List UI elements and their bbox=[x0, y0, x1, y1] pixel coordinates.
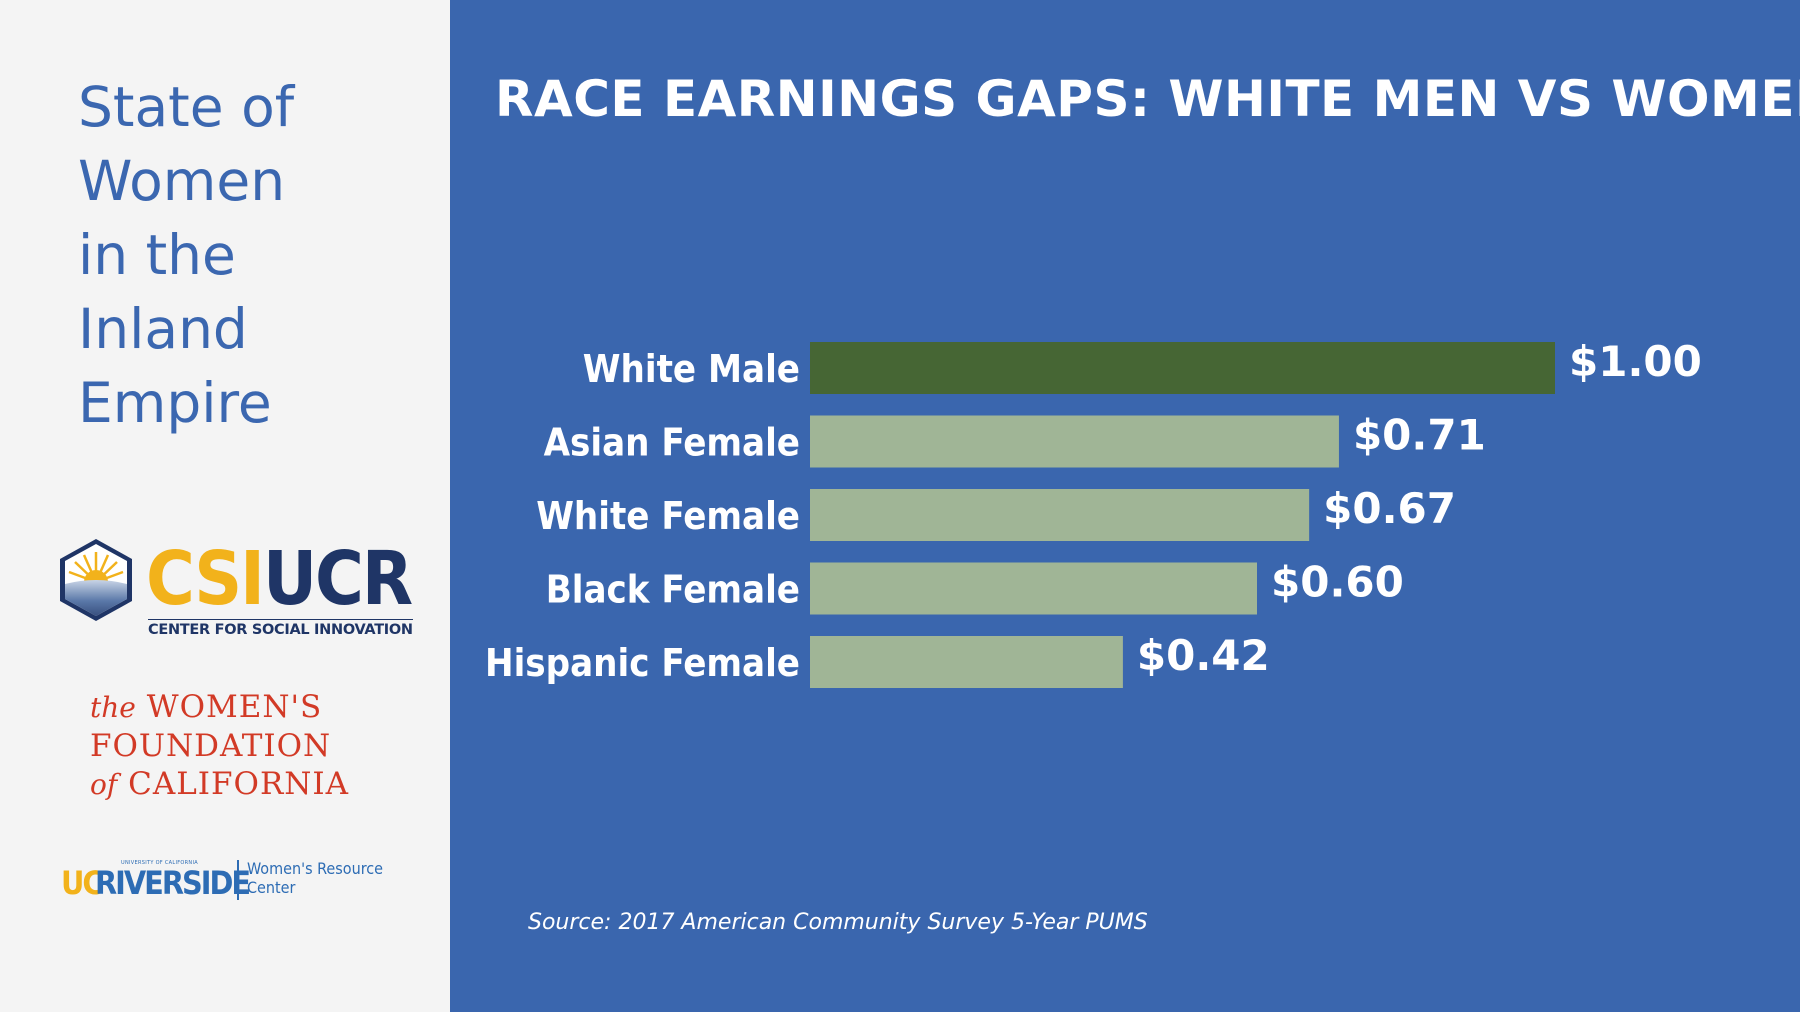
value-label: $1.00 bbox=[1569, 337, 1702, 386]
wfc-line2: FOUNDATION bbox=[90, 728, 332, 764]
sidebar-title-line: State of bbox=[78, 75, 295, 139]
ucr-text: UCR bbox=[262, 536, 413, 622]
sidebar-title-line: in the bbox=[78, 223, 236, 287]
sidebar-title-line: Empire bbox=[78, 371, 272, 435]
category-label: Asian Female bbox=[544, 421, 800, 465]
bar-black-female bbox=[810, 562, 1257, 615]
chart-title: RACE EARNINGS GAPS: WHITE MEN VS WOMEN bbox=[495, 70, 1800, 128]
sidebar-title-line: Women bbox=[78, 149, 286, 213]
bar-asian-female bbox=[810, 415, 1339, 468]
sidebar-title: State of Women in the Inland Empire bbox=[78, 70, 294, 440]
wfc-of: of bbox=[90, 768, 118, 801]
ucr-tiny-text: UNIVERSITY OF CALIFORNIA bbox=[121, 860, 198, 866]
chart-panel: RACE EARNINGS GAPS: WHITE MEN VS WOMEN W… bbox=[450, 0, 1800, 1012]
ucr-riverside-text: RIVERSIDE bbox=[95, 864, 251, 902]
csi-hexagon-icon bbox=[60, 539, 132, 621]
category-label: White Female bbox=[536, 494, 800, 538]
value-label: $0.60 bbox=[1271, 558, 1404, 607]
value-label: $0.67 bbox=[1323, 484, 1456, 533]
uc-riverside-logo: UNIVERSITY OF CALIFORNIA UC RIVERSIDE Wo… bbox=[61, 858, 391, 904]
bar-white-male bbox=[810, 342, 1555, 394]
category-label: Black Female bbox=[546, 568, 800, 612]
ucr-wrc-text: Women's Resource Center bbox=[247, 859, 383, 897]
bar-white-female bbox=[810, 489, 1310, 541]
wfc-line3: CALIFORNIA bbox=[128, 766, 350, 802]
bar-chart: White Male $1.00 Asian Female $0.71 White Fe… bbox=[485, 337, 1702, 688]
ucr-wrc-line1: Women's Resource bbox=[247, 859, 384, 878]
sidebar: State of Women in the Inland Empire bbox=[0, 0, 450, 1012]
womens-foundation-logo: the WOMEN'S FOUNDATION of CALIFORNIA bbox=[90, 688, 350, 804]
ucr-divider bbox=[237, 860, 239, 900]
wfc-line1: WOMEN'S bbox=[146, 689, 323, 725]
csi-subtitle: CENTER FOR SOCIAL INNOVATION bbox=[148, 619, 413, 638]
bar-hispanic-female bbox=[810, 636, 1123, 688]
ucr-wrc-line2: Center bbox=[247, 878, 296, 897]
csi-text: CSI bbox=[146, 536, 265, 622]
category-label: White Male bbox=[583, 347, 800, 391]
source-note: Source: 2017 American Community Survey 5… bbox=[528, 910, 1148, 935]
value-label: $0.71 bbox=[1353, 411, 1486, 460]
category-label: Hispanic Female bbox=[485, 641, 800, 685]
csi-ucr-logo: CSIUCR CENTER FOR SOCIAL INNOVATION bbox=[58, 538, 413, 643]
csi-ucr-wordmark: CSIUCR bbox=[146, 540, 413, 618]
ucr-uc-text: UC bbox=[61, 864, 103, 902]
value-label: $0.42 bbox=[1137, 631, 1270, 680]
wfc-the: the bbox=[90, 691, 136, 724]
sidebar-title-line: Inland bbox=[78, 297, 248, 361]
